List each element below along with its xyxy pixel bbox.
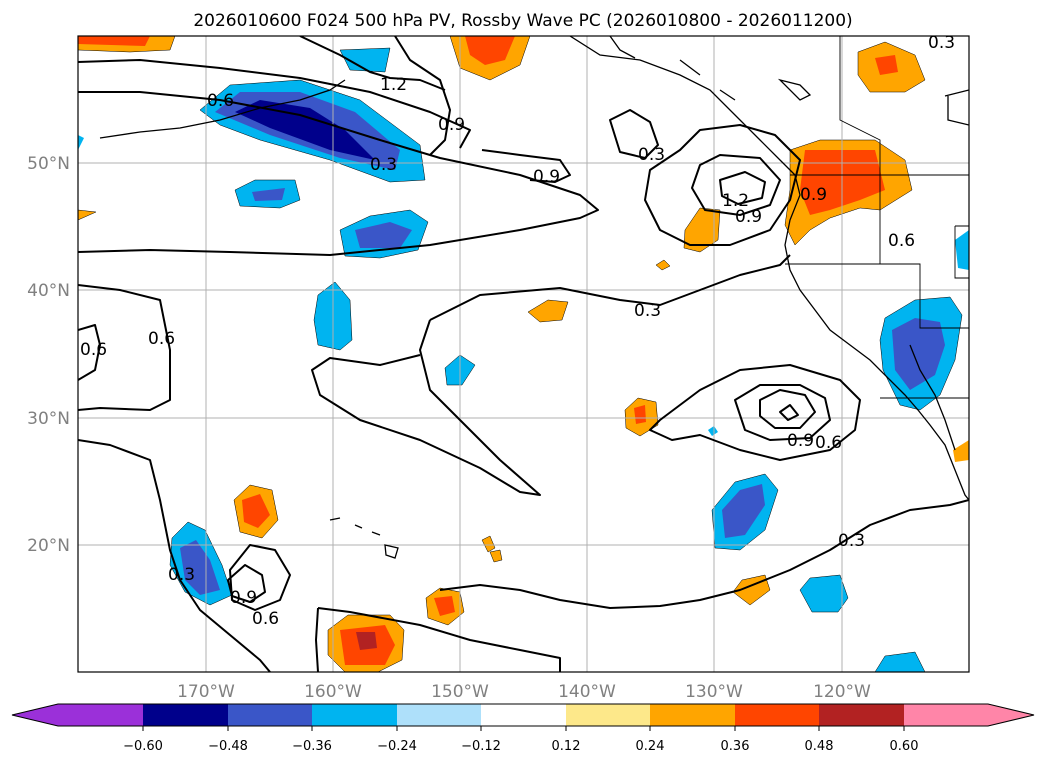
contour-label-0-3: 0.3 — [168, 565, 195, 585]
lat-label: 20°N — [27, 536, 70, 556]
contour-label-0-9: 0.9 — [800, 185, 827, 205]
map-area: 0.6 0.3 0.9 1.2 0.9 0.3 1.2 0.9 0.6 0.6 … — [78, 33, 969, 672]
coastlines — [99, 36, 969, 559]
colorbar-ticks — [142, 726, 905, 731]
colorbar-segment — [397, 704, 481, 726]
colorbar-segment — [904, 704, 988, 726]
colorbar-segment — [481, 704, 566, 726]
colorbar-tick-label: 0.36 — [721, 739, 750, 754]
contour-labels: 0.6 0.3 0.9 1.2 0.9 0.3 1.2 0.9 0.6 0.6 … — [80, 33, 955, 629]
latitude-labels: 50°N 40°N 30°N 20°N — [27, 154, 70, 556]
colorbar-tick-label: −0.24 — [377, 739, 417, 754]
contour-label-0-3: 0.3 — [838, 531, 865, 551]
colorbar-tick-label: −0.12 — [461, 739, 501, 754]
contour-label-1-2: 1.2 — [380, 75, 407, 95]
colorbar-segment — [819, 704, 904, 726]
contour-label-0-9: 0.9 — [438, 115, 465, 135]
colorbar-tick-label: 0.12 — [552, 739, 581, 754]
lon-label: 170°W — [177, 682, 235, 702]
contour-label-0-3: 0.3 — [370, 155, 397, 175]
colorbar: −0.60 −0.48 −0.36 −0.24 −0.12 0.12 0.24 … — [11, 703, 1035, 754]
colorbar-min-extend — [12, 704, 58, 726]
gridlines — [78, 36, 969, 672]
colorbar-tick-label: −0.36 — [292, 739, 332, 754]
colorbar-max-extend — [988, 704, 1034, 726]
colorbar-segment — [228, 704, 312, 726]
contour-label-0-9: 0.9 — [787, 431, 814, 451]
longitude-labels: 170°W 160°W 150°W 140°W 130°W 120°W — [177, 682, 871, 702]
colorbar-tick-label: −0.48 — [208, 739, 248, 754]
colorbar-outline — [11, 703, 1035, 727]
lat-label: 50°N — [27, 154, 70, 174]
colorbar-segment — [58, 704, 143, 726]
contour-label-0-9: 0.9 — [533, 167, 560, 187]
contour-label-1-2: 1.2 — [722, 191, 749, 211]
pv-shading — [78, 36, 969, 672]
colorbar-segment — [735, 704, 819, 726]
colorbar-tick-label: 0.24 — [636, 739, 665, 754]
contour-label-0-9: 0.9 — [230, 588, 257, 608]
contour-label-0-6: 0.6 — [207, 91, 234, 111]
figure-title: 2026010600 F024 500 hPa PV, Rossby Wave … — [193, 11, 852, 31]
contour-label-0-6: 0.6 — [252, 609, 279, 629]
contour-label-0-3: 0.3 — [638, 145, 665, 165]
colorbar-segment — [312, 704, 397, 726]
contour-label-0-9: 0.9 — [735, 207, 762, 227]
lon-label: 150°W — [431, 682, 489, 702]
lon-label: 140°W — [558, 682, 616, 702]
lat-label: 40°N — [27, 281, 70, 301]
lon-label: 120°W — [813, 682, 871, 702]
colorbar-segment — [650, 704, 735, 726]
map-frame — [77, 35, 970, 673]
contour-label-0-6: 0.6 — [148, 329, 175, 349]
contour-label-0-6: 0.6 — [815, 433, 842, 453]
lon-label: 160°W — [304, 682, 362, 702]
contour-label-0-6: 0.6 — [888, 231, 915, 251]
contour-label-0-3: 0.3 — [928, 33, 955, 53]
colorbar-tick-labels: −0.60 −0.48 −0.36 −0.24 −0.12 0.12 0.24 … — [123, 739, 918, 754]
colorbar-tick-label: 0.60 — [890, 739, 919, 754]
contour-label-0-6: 0.6 — [80, 340, 107, 360]
pv-contours — [78, 36, 969, 672]
colorbar-segment — [566, 704, 650, 726]
colorbar-tick-label: 0.48 — [805, 739, 834, 754]
colorbar-tick-label: −0.60 — [123, 739, 163, 754]
contour-label-0-3: 0.3 — [634, 301, 661, 321]
colorbar-segment — [143, 704, 228, 726]
lat-label: 30°N — [27, 409, 70, 429]
lon-label: 130°W — [685, 682, 743, 702]
